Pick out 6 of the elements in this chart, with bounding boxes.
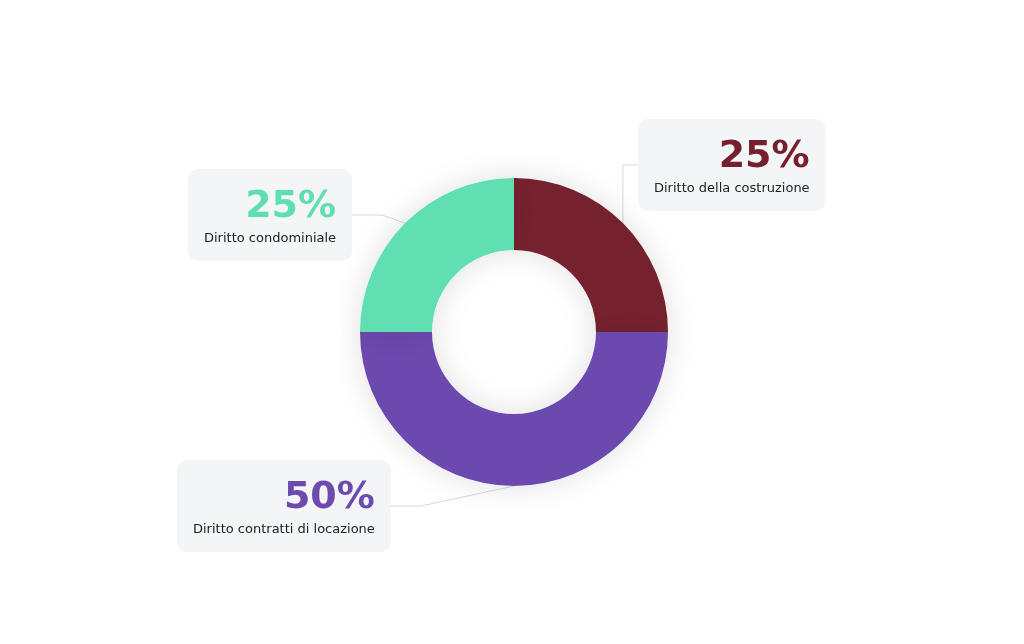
data-label: 25% (245, 182, 337, 226)
slice-label: Diritto contratti di locazione (193, 520, 375, 536)
data-label: 25% (718, 132, 810, 176)
data-label: 50% (283, 473, 375, 517)
slice-label: Diritto della costruzione (654, 179, 810, 195)
slice-label: Diritto condominiale (204, 229, 337, 245)
